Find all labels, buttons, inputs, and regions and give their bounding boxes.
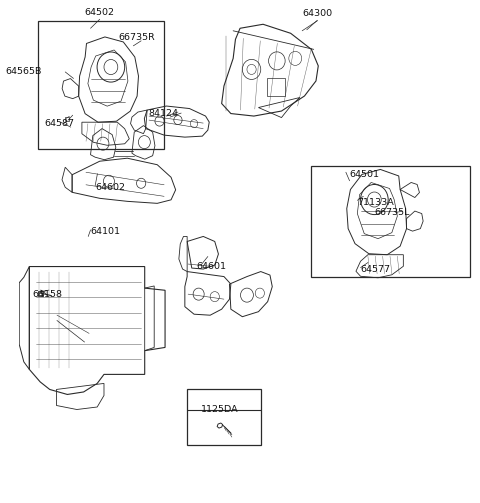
Text: 66735R: 66735R bbox=[118, 33, 155, 42]
Text: 84124: 84124 bbox=[148, 109, 178, 118]
Text: 64587: 64587 bbox=[45, 119, 74, 128]
Text: 64101: 64101 bbox=[91, 227, 120, 236]
Text: 1125DA: 1125DA bbox=[201, 405, 238, 414]
Text: 64565B: 64565B bbox=[5, 67, 41, 76]
Text: 64601: 64601 bbox=[196, 262, 227, 271]
Text: 64502: 64502 bbox=[85, 8, 115, 17]
Text: 64158: 64158 bbox=[32, 290, 62, 299]
Text: 66735L: 66735L bbox=[375, 208, 410, 217]
Bar bbox=[187, 389, 261, 445]
Bar bbox=[267, 78, 285, 96]
Text: 64577: 64577 bbox=[360, 265, 391, 274]
Text: 64501: 64501 bbox=[349, 170, 380, 179]
Text: 64300: 64300 bbox=[302, 9, 333, 18]
Bar bbox=[65, 117, 70, 121]
Text: 71133A: 71133A bbox=[358, 198, 394, 207]
Text: 64602: 64602 bbox=[95, 183, 125, 192]
Bar bbox=[37, 291, 43, 296]
Bar bbox=[37, 21, 164, 149]
Bar bbox=[312, 166, 470, 277]
